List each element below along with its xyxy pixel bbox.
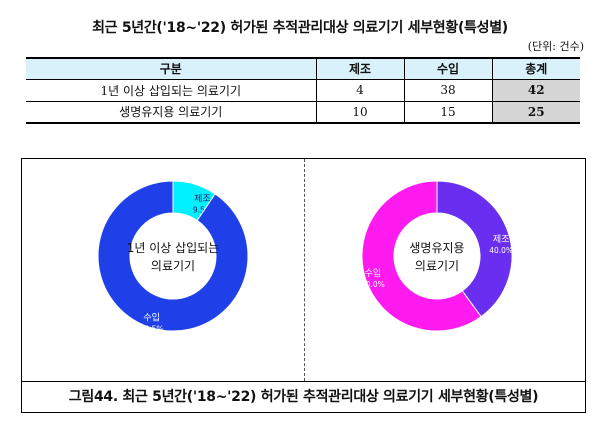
table-row: 1년 이상 삽입되는 의료기기 4 38 42 (26, 79, 580, 102)
slice-label: 수입 (365, 267, 382, 279)
slice-value-label: 40.0% (489, 246, 513, 255)
donut-slice (97, 180, 249, 332)
donut-slice (436, 180, 513, 318)
unit-label: (단위: 건수) (527, 40, 584, 53)
figure-divider (304, 159, 305, 381)
slice-label: 제조 (194, 194, 211, 205)
stats-table: 구분 제조 수입 총계 1년 이상 삽입되는 의료기기 4 38 42 생명유지… (26, 57, 580, 124)
cell-import: 38 (403, 79, 492, 102)
donut-center-label: 생명유지용 (409, 241, 464, 255)
caption-rule (22, 381, 585, 382)
cell-category: 1년 이상 삽입되는 의료기기 (26, 79, 316, 102)
cell-manufacture: 10 (315, 101, 404, 124)
cell-import: 15 (403, 101, 492, 124)
header-manufacture: 제조 (315, 58, 404, 80)
figure-caption: 그림44. 최근 5년간('18~'22) 허가된 추적관리대상 의료기기 세부… (68, 389, 539, 405)
figure-box: 제조 9.5% 수입 90.5% 1년 이상 삽입되는 의료기기 제조 40.0% 수입 60.… (21, 158, 586, 413)
donut-center-label: 의료기기 (151, 259, 195, 273)
donut-center-label: 의료기기 (415, 259, 459, 273)
table-row: 생명유지용 의료기기 10 15 25 (26, 101, 580, 124)
slice-label: 제조 (493, 234, 510, 245)
donut-center-label: 1년 이상 삽입되는 (127, 241, 220, 255)
header-total: 총계 (491, 58, 580, 80)
slice-value-label: 9.5% (193, 206, 212, 215)
slice-value-label: 90.5% (140, 324, 164, 333)
header-category: 구분 (26, 58, 316, 80)
slice-label: 수입 (143, 311, 160, 323)
cell-total: 42 (491, 79, 580, 102)
slice-value-label: 60.0% (361, 280, 385, 289)
table-header-row: 구분 제조 수입 총계 (26, 58, 580, 80)
donut-slice (361, 180, 482, 332)
header-import: 수입 (403, 58, 492, 80)
page-title: 최근 5년간('18~'22) 허가된 추적관리대상 의료기기 세부현황(특성별… (92, 20, 508, 36)
cell-manufacture: 4 (315, 79, 404, 102)
cell-category: 생명유지용 의료기기 (26, 101, 316, 124)
cell-total: 25 (491, 101, 580, 124)
